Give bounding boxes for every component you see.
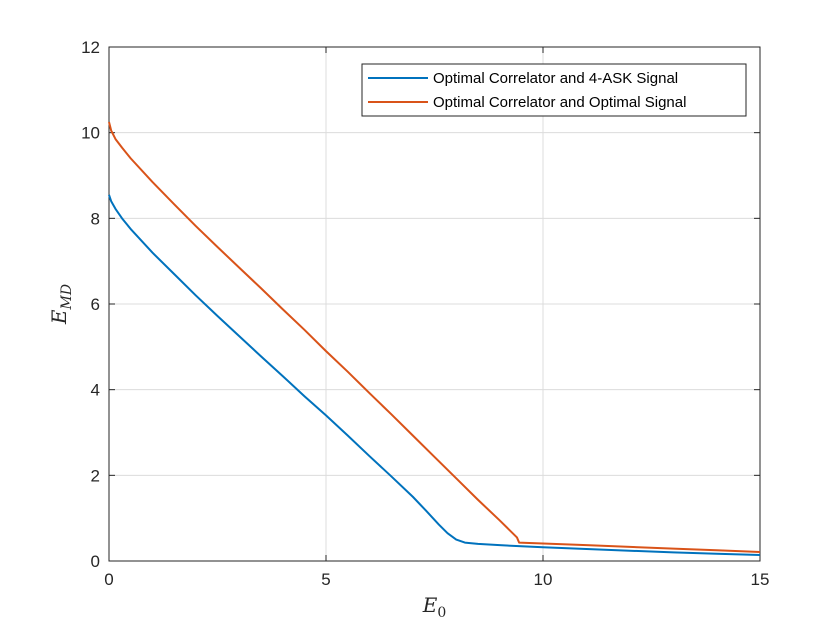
- x-axis-label: E0: [422, 593, 447, 621]
- y-tick-label: 8: [91, 209, 100, 228]
- y-tick-label: 6: [91, 295, 100, 314]
- x-tick-label: 15: [751, 570, 770, 589]
- y-axis-label-main: E: [47, 309, 71, 325]
- legend-box: [361, 63, 747, 117]
- grid: [108, 46, 761, 562]
- y-axis-label: EMD: [47, 284, 75, 325]
- legend-entry-1: Optimal Correlator and 4-ASK Signal: [433, 70, 678, 87]
- series-line-1: [108, 194, 761, 556]
- y-tick-label: 0: [91, 552, 100, 571]
- legend: Optimal Correlator and 4-ASK Signal Optim…: [361, 63, 747, 117]
- series-line-2: [108, 121, 761, 553]
- legend-entry-2: Optimal Correlator and Optimal Signal: [433, 94, 686, 111]
- x-tick-label: 5: [321, 570, 330, 589]
- y-axis-label-sub: MD: [59, 284, 75, 311]
- x-tick-label: 0: [104, 570, 113, 589]
- y-tick-label: 12: [81, 38, 100, 57]
- y-tick-label: 4: [91, 381, 100, 400]
- x-axis-label-main: E: [422, 593, 438, 617]
- x-tick-label: 10: [534, 570, 553, 589]
- series-lines: [108, 121, 761, 556]
- axis-ticks: 0 5 10 15 0 2 4 6 8 10 12: [81, 38, 769, 589]
- x-axis-label-sub: 0: [437, 605, 446, 621]
- y-tick-label: 2: [91, 466, 100, 485]
- y-tick-label: 10: [81, 124, 100, 143]
